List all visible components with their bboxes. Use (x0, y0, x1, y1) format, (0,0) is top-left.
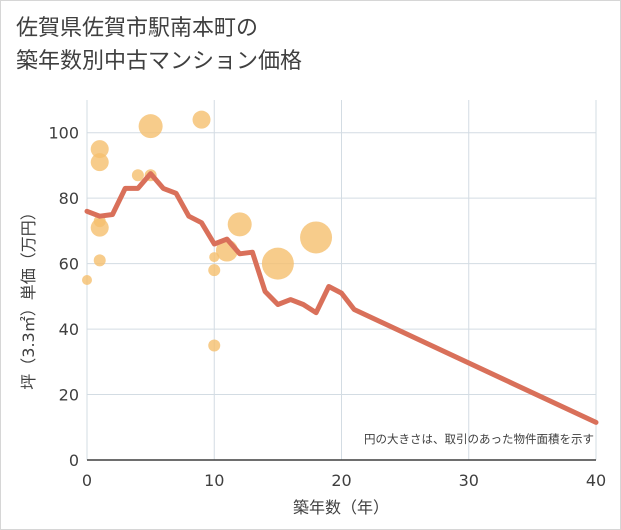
bubble-point (131, 169, 144, 182)
x-tick-label: 0 (82, 471, 92, 490)
line-series (84, 171, 599, 425)
x-tick-label: 20 (331, 471, 351, 490)
y-tick-label: 0 (69, 451, 79, 470)
y-tick-labels: 0 20 40 60 80 100 (48, 124, 79, 470)
y-tick-label: 40 (59, 320, 79, 339)
chart-title-line2: 築年数別中古マンション価格 (16, 49, 303, 74)
grid-lines (86, 100, 597, 461)
bubble-point (82, 275, 92, 285)
y-tick-label: 80 (59, 189, 79, 208)
chart-title: 佐賀県佐賀市駅南本町の 築年数別中古マンション価格 (16, 12, 302, 78)
bubble-point (93, 254, 106, 267)
bubble-point (192, 110, 211, 129)
bubble-point (300, 221, 333, 254)
size-note: 円の大きさは、取引のあった物件面積を示す (364, 432, 594, 446)
bubble-point (208, 339, 221, 352)
bubble-point (138, 114, 163, 139)
x-tick-labels: 0 10 20 30 40 (82, 471, 606, 490)
y-tick-label: 20 (59, 386, 79, 405)
x-tick-label: 10 (204, 471, 224, 490)
bubble-point (90, 153, 109, 172)
chart-title-line1: 佐賀県佐賀市駅南本町の (16, 16, 259, 41)
x-tick-label: 30 (459, 471, 479, 490)
y-axis-label: 坪（3.3㎡）単価（万円） (19, 204, 38, 389)
bubble-point (208, 264, 221, 277)
average-price-line (84, 171, 599, 425)
x-tick-label: 40 (586, 471, 606, 490)
bubble-point (261, 247, 294, 280)
bubble-point (227, 212, 252, 237)
x-axis-label: 築年数（年） (293, 498, 389, 517)
y-tick-label: 100 (48, 124, 79, 143)
y-tick-label: 60 (59, 255, 79, 274)
bubble-point (90, 140, 109, 159)
